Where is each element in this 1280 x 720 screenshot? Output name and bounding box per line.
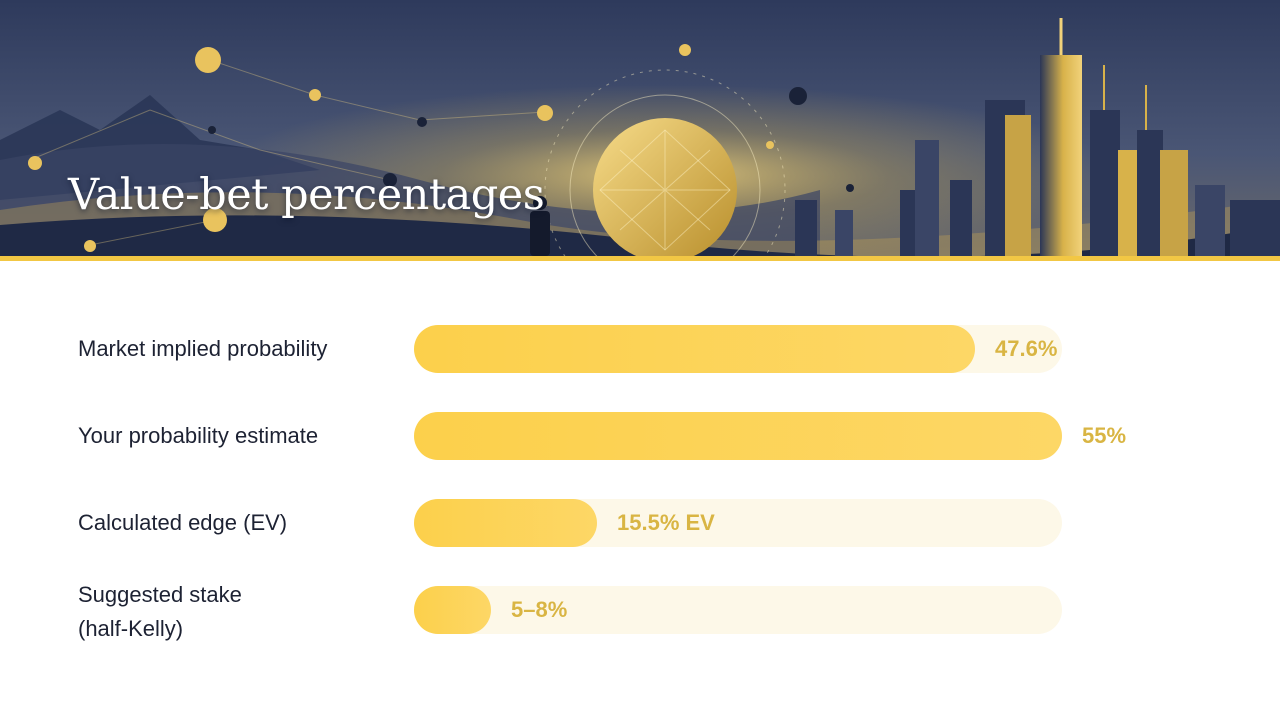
bar (414, 586, 491, 634)
skyline-illustration (0, 0, 1280, 256)
bar-row: Market implied probability 47.6% (0, 325, 1280, 385)
banner-divider (0, 256, 1280, 261)
value-bet-bar-chart: Market implied probability 47.6% Your prob… (0, 300, 1280, 660)
bar-row: Your probability estimate 55% (0, 412, 1280, 472)
bar (414, 412, 1062, 460)
bar-value-label: 15.5% EV (617, 510, 715, 535)
bar (414, 499, 597, 547)
bar-category-label: Calculated edge (EV) (78, 510, 288, 535)
bar-row: Calculated edge (EV) 15.5% EV (0, 499, 1280, 559)
bar-track: 55% (414, 412, 1126, 460)
bar-category-label: Market implied probability (78, 336, 328, 361)
bar-value-label: 47.6% (995, 336, 1058, 361)
bar-track: 47.6% (414, 325, 1062, 373)
bar-category-label: Your probability estimate (78, 423, 319, 448)
bar-track: 5–8% (414, 586, 1062, 634)
bar (414, 325, 975, 373)
bar-value-label: 5–8% (511, 597, 568, 622)
bar-track: 15.5% EV (414, 499, 1062, 547)
header-banner: Value-bet percentages (0, 0, 1280, 256)
page-title: Value-bet percentages (68, 170, 545, 220)
bar-category-label: Suggested stake (half-Kelly) (78, 582, 242, 641)
bar-row: Suggested stake (half-Kelly) 5–8% (0, 582, 1280, 646)
bar-value-label: 55% (1082, 423, 1127, 448)
